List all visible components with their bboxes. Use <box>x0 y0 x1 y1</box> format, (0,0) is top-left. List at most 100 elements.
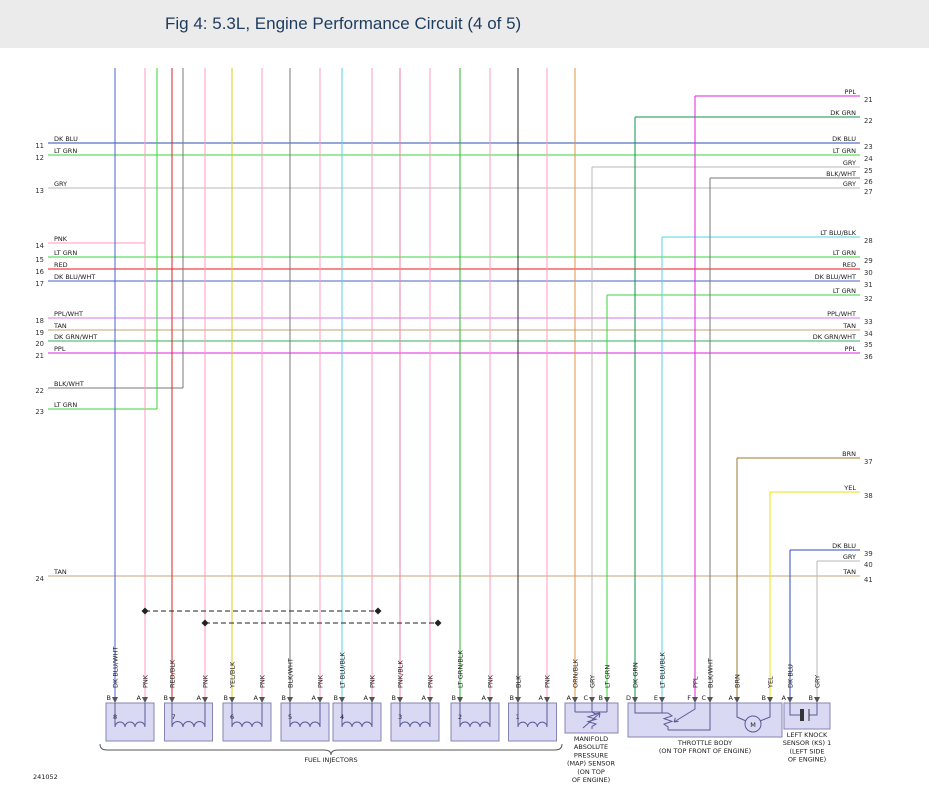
pin-letter: B <box>224 694 228 702</box>
pin-letter: B <box>762 694 766 702</box>
map-sensor-label: ABSOLUTE <box>574 743 608 751</box>
wire-color-label: DK BLU/WHT <box>54 273 95 281</box>
map-symbol-icon <box>574 703 608 729</box>
injector-coil-icon <box>171 703 206 728</box>
wire-color-label-vertical: YEL/BLK <box>229 661 237 689</box>
wire-color-label: LT GRN <box>54 147 77 155</box>
map-sensor-label: OF ENGINE) <box>572 776 610 784</box>
wire-color-label: LT GRN <box>54 249 77 257</box>
wire-color-label-vertical: BLK <box>515 675 523 688</box>
injector-box <box>450 702 500 742</box>
pin-letter: B <box>392 694 396 702</box>
wire-color-label: DK GRN <box>830 109 856 117</box>
wire-color-label-vertical: DK BLU/WHT <box>112 647 120 688</box>
wire-color-label-vertical: RED/BLK <box>169 659 177 688</box>
right-pin-number: 30 <box>864 269 873 277</box>
wire-color-label: PPL/WHT <box>827 310 856 318</box>
wire-color-label: LT BLU/BLK <box>820 229 857 237</box>
map-sensor-label: (MAP) SENSOR <box>567 760 615 768</box>
tps-symbol-icon <box>634 703 711 731</box>
pin-arrow-icon <box>112 697 118 703</box>
right-pin-number: 23 <box>864 143 873 151</box>
wire-color-label-vertical: LT BLU/BLK <box>659 651 667 688</box>
title-bar: Fig 4: 5.3L, Engine Performance Circuit … <box>0 0 929 48</box>
knock-sensor-label: (LEFT SIDE <box>789 747 824 755</box>
right-pin-number: 31 <box>864 281 873 289</box>
pin-letter: A <box>364 694 369 702</box>
map-sensor-label: (ON TOP <box>577 768 605 776</box>
wire-color-label-vertical: BRN <box>734 674 742 688</box>
wire-color-label: DK BLU <box>54 135 78 143</box>
wire-color-label-vertical: PNK <box>487 674 495 688</box>
pin-letter: B <box>334 694 338 702</box>
wire-color-label-vertical: DK GRN <box>632 662 640 688</box>
right-pin-number: 24 <box>864 155 873 163</box>
pin-letter: A <box>729 694 734 702</box>
pin-letter: B <box>599 694 603 702</box>
motor-label: M <box>750 721 756 729</box>
wire-color-label-vertical: PNK <box>142 674 150 688</box>
right-pin-number: 40 <box>864 561 873 569</box>
wire-color-label-vertical: PNK <box>317 674 325 688</box>
splice-node-icon <box>201 619 209 627</box>
pin-arrow-icon <box>659 697 665 703</box>
wire-color-label-vertical: PNK/BLK <box>397 660 405 688</box>
pin-arrow-icon <box>369 697 375 703</box>
map-arrow-icon <box>582 712 601 729</box>
pin-arrow-icon <box>707 697 713 703</box>
pin-arrow-icon <box>544 697 550 703</box>
pin-letter: B <box>282 694 286 702</box>
diagram-code: 241052 <box>33 773 58 781</box>
left-pin-number: 23 <box>35 408 44 416</box>
injector-coil-icon <box>517 703 548 728</box>
right-pin-number: 21 <box>864 96 873 104</box>
pin-letter: B <box>510 694 514 702</box>
pin-arrow-icon <box>397 697 403 703</box>
tps-wiper-icon <box>673 703 696 723</box>
pin-arrow-icon <box>229 697 235 703</box>
knock-sensor-box <box>783 702 831 730</box>
throttle-body-label: THROTTLE BODY <box>677 739 732 747</box>
pin-arrow-icon <box>734 697 740 703</box>
pin-arrow-icon <box>632 697 638 703</box>
right-pin-number: 33 <box>864 318 873 326</box>
wire-color-label: GRY <box>843 180 856 188</box>
right-pin-number: 37 <box>864 458 873 466</box>
wire-color-label: GRY <box>843 159 856 167</box>
wire-color-label: BRN <box>842 450 856 458</box>
pin-arrow-icon <box>572 697 578 703</box>
injector-coil-icon <box>341 703 373 728</box>
wire-color-label: LT GRN <box>833 249 856 257</box>
wire-color-label: LT GRN <box>833 147 856 155</box>
wire-color-label-vertical: LT GRN <box>604 665 612 688</box>
right-pin-number: 32 <box>864 295 873 303</box>
pin-arrow-icon <box>169 697 175 703</box>
pin-letter: B <box>809 694 813 702</box>
pin-arrow-icon <box>457 697 463 703</box>
pin-letter: A <box>482 694 487 702</box>
wire-color-label: LT GRN <box>833 287 856 295</box>
splice-node-icon <box>374 607 382 615</box>
wire-color-label-vertical: DK BLU <box>787 664 795 688</box>
pin-arrow-icon <box>814 697 820 703</box>
wire-color-label-vertical: PNK <box>369 674 377 688</box>
wire-color-label: BLK/WHT <box>54 380 84 388</box>
wire-color-label-vertical: GRY <box>589 675 597 688</box>
map-sensor-label: PRESSURE <box>574 751 608 759</box>
wire-color-label-vertical: PPL <box>692 676 700 688</box>
right-pin-number: 29 <box>864 257 873 265</box>
fuel-injectors-label: FUEL INJECTORS <box>304 756 357 764</box>
pin-arrow-icon <box>339 697 345 703</box>
wire-color-label-vertical: LT GRN/BLK <box>457 650 465 688</box>
wire-color-label-vertical: ORN/BLK <box>572 658 580 688</box>
injector-number: 7 <box>172 713 176 721</box>
wire-color-label: LT GRN <box>54 401 77 409</box>
wire-color-label: YEL <box>843 484 856 492</box>
throttle-body-box <box>627 702 783 738</box>
injector-coil-icon <box>399 703 431 728</box>
pin-letter: C <box>701 694 706 702</box>
wire-color-label: PPL <box>845 88 857 96</box>
pin-letter: B <box>164 694 168 702</box>
left-pin-number: 20 <box>35 340 44 348</box>
